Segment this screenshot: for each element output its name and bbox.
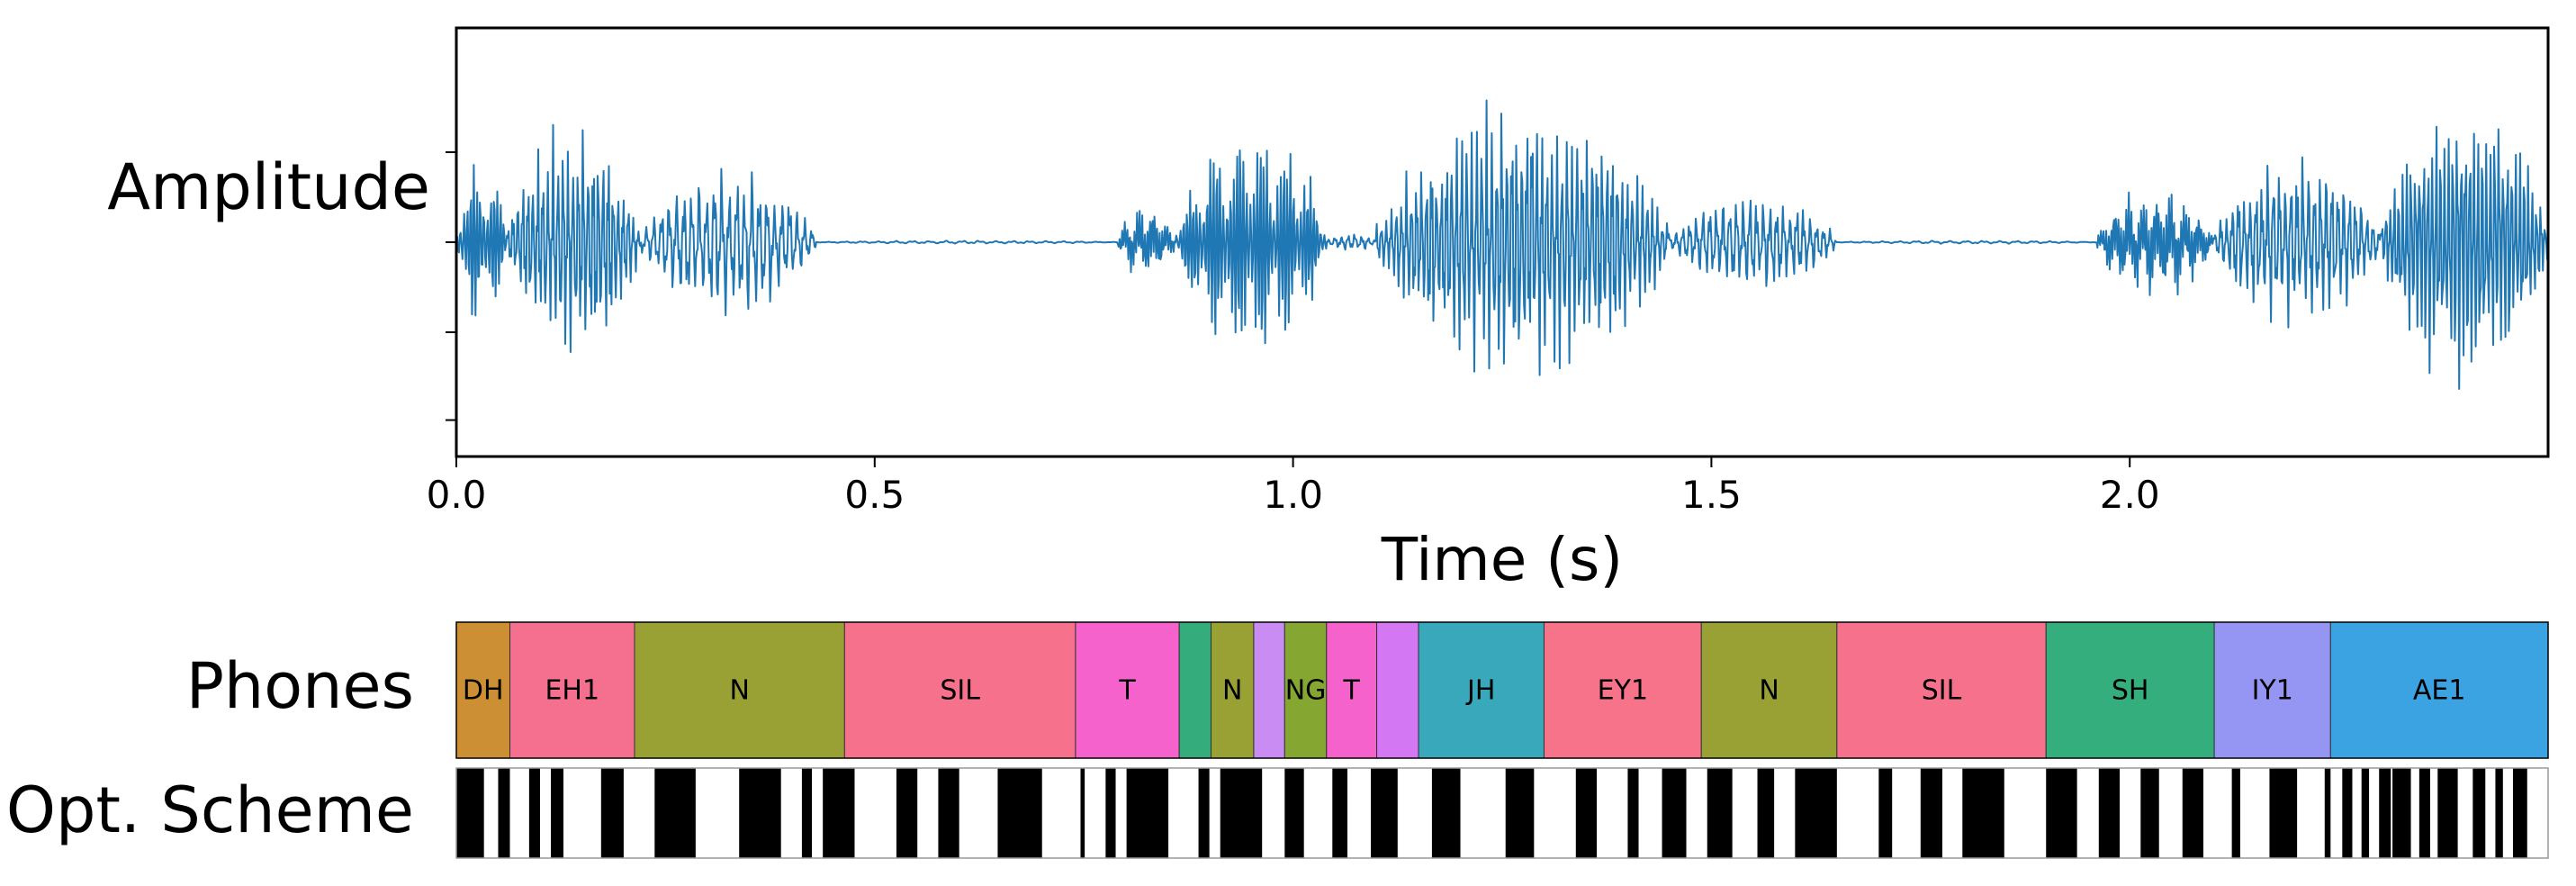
opt-scheme-bar [654,768,696,858]
opt-scheme-bar [498,768,510,858]
phone-segment-label: EH1 [545,675,599,707]
opt-scheme-bar [1920,768,1942,858]
time-axis-label: Time (s) [1381,525,1623,594]
opt-scheme-bar [823,768,855,858]
x-tick-label: 0.0 [427,473,487,517]
phones-label: Phones [186,649,414,723]
opt-scheme-bar [2324,768,2331,858]
opt-scheme-frame [455,767,2549,859]
phone-segment [1418,621,1545,759]
opt-scheme-bar [1371,768,1398,858]
opt-scheme-bar [2046,768,2077,858]
opt-scheme-bar [1284,768,1304,858]
opt-scheme-bar [1126,768,1169,858]
opt-scheme-bar [1962,768,2004,858]
opt-scheme-bar [1220,768,1263,858]
phone-segment-label: SH [2112,675,2149,707]
phone-segment [1543,621,1702,759]
waveform-line [455,99,2549,390]
x-tick-label: 1.0 [1263,473,1323,517]
phone-segment-label: IY1 [2252,675,2293,707]
opt-scheme-bar [997,768,1042,858]
opt-scheme-bar [2418,768,2430,858]
opt-scheme-bar [938,768,959,858]
opt-scheme-bar [1662,768,1687,858]
opt-scheme-bar [2361,768,2370,858]
phone-segment-label: EY1 [1598,675,1648,707]
phones-segments: DH EH1 N SIL T N NG T JH EY1 N SIL SH IY1 AE1 [455,621,2549,759]
opt-scheme-bars [456,768,2527,858]
opt-scheme-bar [896,768,918,858]
opt-scheme-bar [739,768,781,858]
opt-scheme-bar [1505,768,1535,858]
phone-segment [1700,621,1838,759]
opt-scheme-bar [2495,768,2503,858]
phone-segment-label: T [1118,675,1136,707]
opt-scheme-bar [2182,768,2204,858]
opt-scheme-bar [600,768,624,858]
phone-segment [509,621,635,759]
phone-segment [1376,621,1419,759]
waveform-axes: Amplitude 0.0 0.5 1.0 1.5 2.0 Time (s) [107,26,2550,594]
phones-frame [455,621,2549,759]
opt-scheme-bar [1105,768,1116,858]
phone-segment-label: SIL [1922,675,1962,707]
phone-segment [1836,621,2047,759]
opt-scheme-bar [1575,768,1598,858]
opt-scheme-bar [456,768,484,858]
x-tick-label: 0.5 [844,473,905,517]
opt-scheme-strip: Opt. Scheme [6,767,2549,859]
opt-scheme-bar [2379,768,2391,858]
opt-scheme-bar [1332,768,1348,858]
phone-segment [1075,621,1180,759]
x-tick-label: 2.0 [2100,473,2160,517]
opt-scheme-bar [1707,768,1733,858]
phone-segment [843,621,1076,759]
waveform-plot-frame [455,26,2550,458]
amplitude-y-ticks [446,151,456,421]
opt-scheme-bar [2342,768,2353,858]
opt-scheme-bar [2231,768,2240,858]
opt-scheme-bar [2512,768,2527,858]
x-tick-label: 1.5 [1681,473,1742,517]
opt-scheme-bar [1080,768,1085,858]
opt-scheme-bar [2098,768,2121,858]
opt-scheme-label: Opt. Scheme [6,773,414,847]
phone-segment [1178,621,1211,759]
phone-segment-label: NG [1285,675,1327,707]
phone-segment-label: AE1 [2413,675,2466,707]
phone-segment-label: N [729,675,749,707]
opt-scheme-bar [1627,768,1639,858]
phone-segment [1210,621,1255,759]
phone-segment [2045,621,2215,759]
phone-segment-label: DH [463,675,504,707]
opt-scheme-bar [551,768,563,858]
opt-scheme-bar [528,768,540,858]
amplitude-axis-label: Amplitude [107,150,430,224]
opt-scheme-bar [2472,768,2486,858]
phone-segment-label: T [1343,675,1361,707]
phone-segment-label: N [1759,675,1779,707]
opt-scheme-bar [801,768,813,858]
phone-segment-label: N [1222,675,1242,707]
time-x-ticks: 0.0 0.5 1.0 1.5 2.0 [427,457,2160,517]
opt-scheme-bar [1795,768,1837,858]
phone-segment [1253,621,1285,759]
opt-scheme-bar [2437,768,2458,858]
opt-scheme-bar [1878,768,1893,858]
opt-scheme-bar [1431,768,1461,858]
phone-segment [1283,621,1328,759]
opt-scheme-bar [1757,768,1775,858]
phone-segment-label: SIL [940,675,980,707]
opt-scheme-bar [2140,768,2159,858]
opt-scheme-bar [2392,768,2411,858]
opt-scheme-bar [2269,768,2298,858]
phones-strip: Phones DH EH1 N SIL T N NG T JH EY1 N SIL SH IY1 AE1 [186,621,2549,759]
phone-segment-label: JH [1465,675,1495,707]
opt-scheme-bar [1198,768,1210,858]
